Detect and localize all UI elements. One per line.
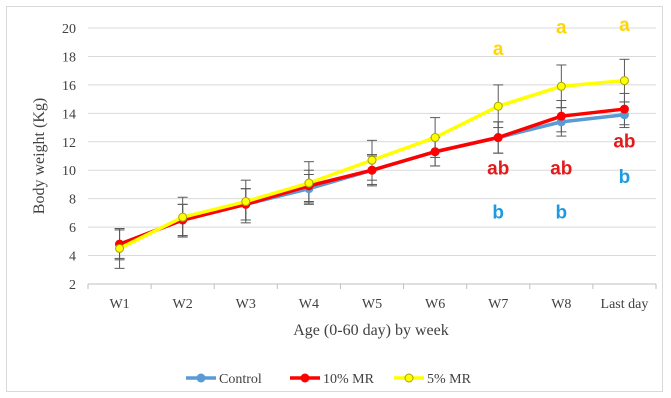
data-point-5-mr (493, 101, 503, 111)
y-tick-label: 16 (62, 79, 76, 94)
x-tick-label: W1 (109, 297, 129, 312)
x-tick-label: W7 (488, 297, 508, 312)
legend: Control 10% MR 5% MR (186, 372, 472, 387)
x-tick-label: W6 (425, 297, 445, 312)
data-point-10-mr (430, 147, 440, 157)
y-tick-label: 18 (62, 50, 76, 65)
y-tick-label: 20 (62, 22, 76, 37)
y-tick-label: 14 (62, 107, 76, 122)
significance-label: a (619, 15, 630, 36)
y-axis-title: Body weight (Kg) (31, 98, 48, 214)
series-layer (115, 76, 629, 253)
data-point-5-mr (304, 178, 314, 188)
legend-label-10-mr: 10% MR (323, 372, 375, 387)
x-tick-label: W3 (236, 297, 256, 312)
significance-label: a (556, 18, 567, 39)
data-point-5-mr (241, 197, 251, 207)
y-tick-label: 4 (69, 250, 76, 265)
x-tick-label: W2 (173, 297, 193, 312)
data-point-10-mr (493, 133, 503, 143)
significance-label: ab (613, 131, 635, 152)
significance-label: b (619, 167, 631, 188)
y-tick-label: 12 (62, 136, 76, 151)
annotation-layer: a a a ab ab ab b b b (487, 15, 635, 224)
x-axis-title: Age (0-60 day) by week (293, 322, 449, 339)
data-point-10-mr (619, 104, 629, 114)
legend-swatch-marker-5-mr (404, 373, 414, 383)
y-tick-label: 6 (69, 221, 76, 236)
y-tick-label: 8 (69, 193, 76, 208)
data-point-5-mr (430, 133, 440, 143)
y-tick-label: 10 (62, 164, 76, 179)
significance-label: ab (550, 158, 572, 179)
x-tick-label: Last day (601, 297, 649, 312)
x-tick-label: W5 (362, 297, 382, 312)
significance-label: a (493, 39, 504, 60)
y-tick-label: 2 (69, 278, 76, 293)
significance-label: b (492, 203, 504, 224)
legend-swatch-marker-control (196, 373, 206, 383)
data-point-5-mr (556, 81, 566, 91)
legend-label-control: Control (219, 372, 262, 387)
significance-label: b (556, 203, 568, 224)
data-point-10-mr (556, 111, 566, 121)
x-tick-label: W8 (551, 297, 571, 312)
axis-layer: 2 4 6 8 10 12 14 16 18 20 W1 W2 W3 W4 W5 W6 W7 W8 Last day (62, 22, 657, 312)
data-point-5-mr (178, 212, 188, 222)
legend-swatch-marker-10-mr (300, 373, 310, 383)
x-tick-label: W4 (299, 297, 319, 312)
data-point-5-mr (115, 243, 125, 253)
data-point-5-mr (367, 155, 377, 165)
legend-label-5-mr: 5% MR (427, 372, 472, 387)
significance-label: ab (487, 158, 509, 179)
data-point-10-mr (367, 165, 377, 175)
data-point-5-mr (619, 76, 629, 86)
